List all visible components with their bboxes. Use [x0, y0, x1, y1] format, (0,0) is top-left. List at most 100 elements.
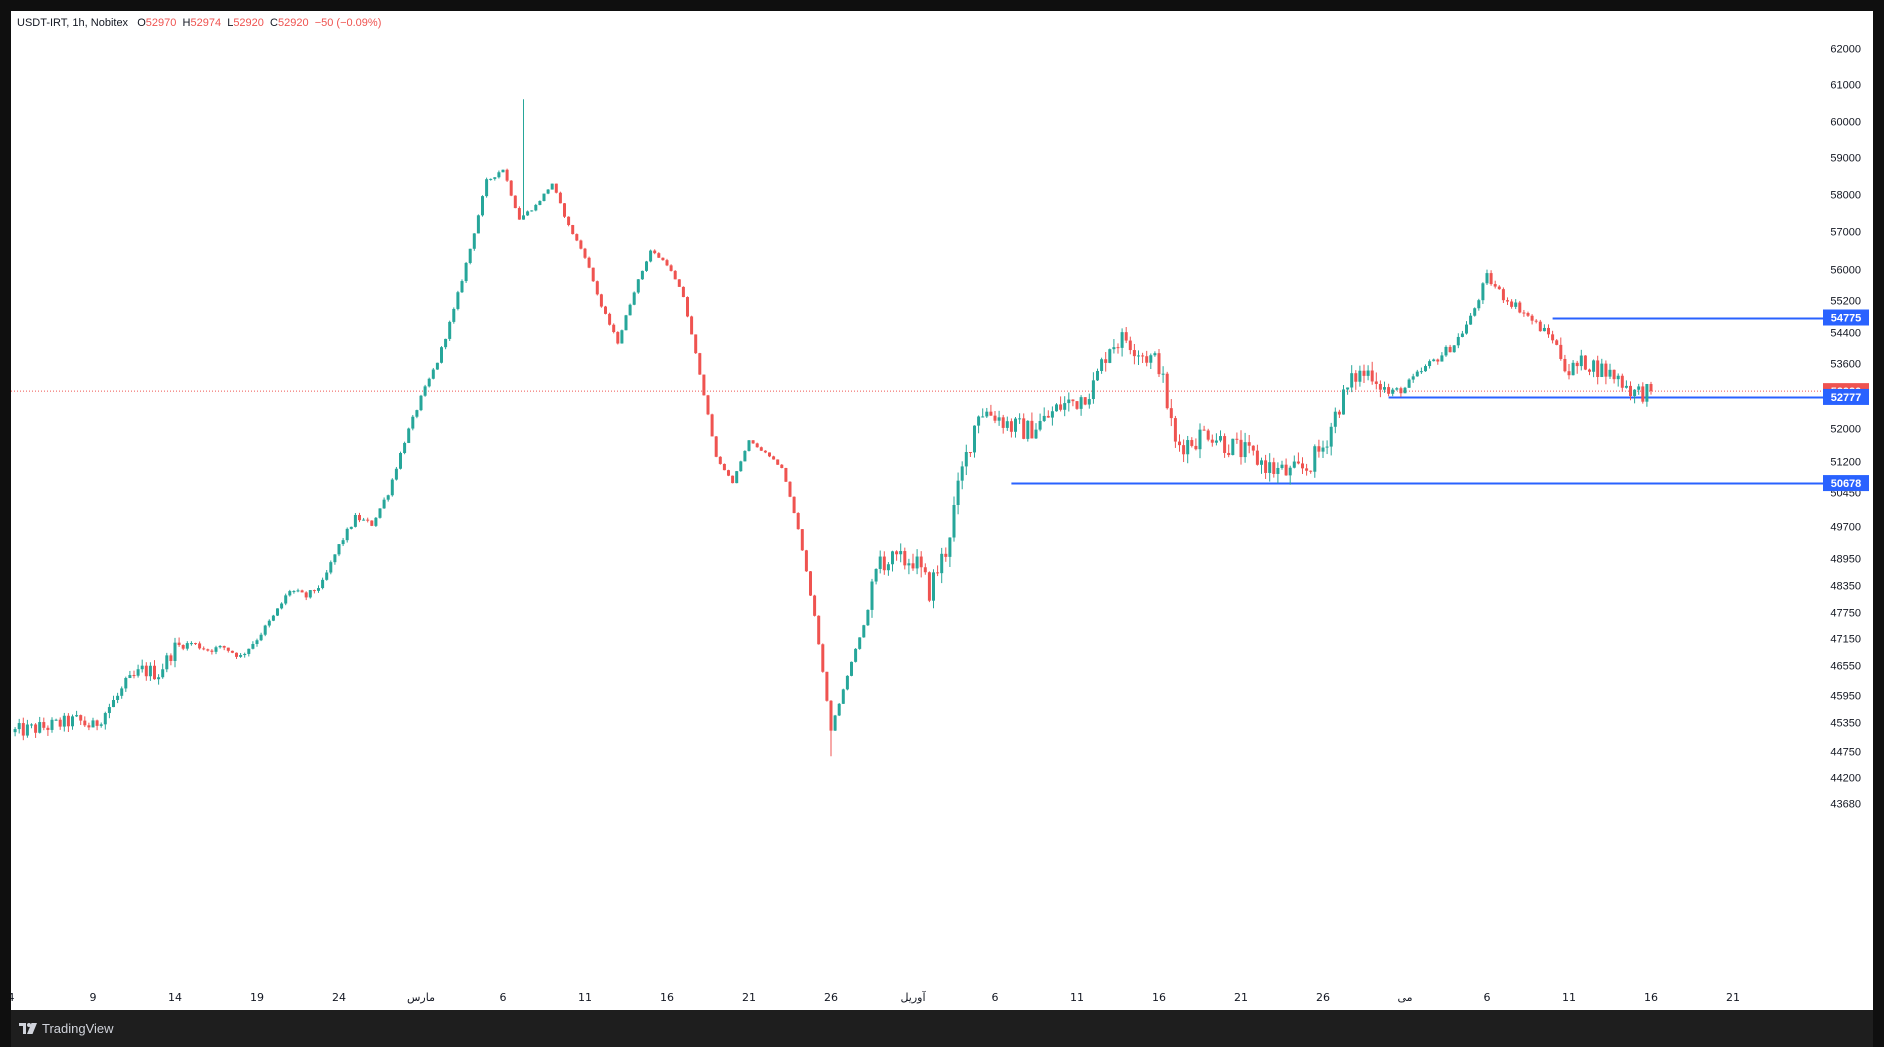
candle-body [636, 279, 640, 293]
candle-body [850, 661, 853, 676]
candle-body [1280, 464, 1284, 468]
candle-body [1510, 301, 1514, 307]
time-tick-label: آوریل [900, 990, 926, 1004]
price-tick-label: 45350 [1830, 718, 1861, 730]
candle-body [136, 669, 140, 676]
candle-body [1260, 460, 1263, 465]
candle-body [1616, 375, 1620, 380]
candle-body [804, 550, 808, 572]
open-label: O [137, 17, 146, 29]
candle-body [1132, 350, 1136, 357]
candle-body [1583, 355, 1587, 370]
candle-body [1575, 362, 1579, 367]
candle-body [1030, 420, 1034, 439]
candle-body [936, 572, 940, 574]
candle-body [739, 461, 743, 472]
candle-body [1555, 340, 1559, 345]
time-tick-label: 14 [168, 991, 182, 1004]
price-axis[interactable]: 62000 61000 60000 59000 58000 57000 56000 55200… [1830, 44, 1861, 811]
candle-body [444, 338, 448, 348]
candle-body [25, 724, 29, 736]
level-price-label-badge [1823, 309, 1869, 326]
candle-body [997, 417, 1001, 421]
candle-body [886, 564, 890, 571]
candle-body [1292, 461, 1296, 468]
candle-body [866, 609, 870, 626]
candle-body [1637, 386, 1641, 390]
horizontal-levels[interactable] [1011, 317, 1823, 485]
candle-body [645, 261, 648, 271]
candle-body [1063, 403, 1067, 410]
price-chart[interactable]: 62000 61000 60000 59000 58000 57000 56000 55200… [11, 11, 1873, 1010]
candle-body [1309, 470, 1313, 472]
candle-body [296, 590, 300, 592]
candle-body [153, 665, 156, 680]
candle-body [235, 652, 238, 657]
candle-body [169, 655, 173, 661]
candle-body [1514, 302, 1518, 307]
candle-body [407, 428, 411, 443]
candle-body [91, 720, 95, 728]
candle-body [1071, 399, 1075, 402]
candle-body [903, 551, 907, 566]
candle-body [710, 414, 714, 437]
time-tick-label: 24 [332, 991, 346, 1004]
time-tick-label: 11 [1562, 991, 1576, 1004]
candle-body [485, 179, 489, 197]
candle-body [390, 479, 394, 496]
candle-body [341, 540, 345, 545]
candle-body [1456, 336, 1460, 346]
candle-body [1329, 426, 1333, 447]
open-value: 52970 [145, 17, 177, 29]
chart-panel[interactable]: 62000 61000 60000 59000 58000 57000 56000 55200… [11, 11, 1873, 1010]
tradingview-logo[interactable]: TradingView [19, 1021, 114, 1036]
candle-body [1301, 463, 1304, 469]
candle-body [878, 556, 882, 569]
price-tick-label: 44750 [1830, 747, 1861, 759]
candle-body [1079, 397, 1083, 409]
candle-body [218, 645, 222, 648]
candle-body [103, 713, 107, 725]
candle-body [1448, 346, 1452, 353]
candle-body [1526, 313, 1530, 316]
candle-body [932, 572, 935, 601]
candle-body [317, 588, 320, 591]
candle-body [230, 650, 234, 653]
candle-body [206, 649, 210, 651]
candle-body [1268, 462, 1272, 473]
candle-body [722, 463, 726, 471]
candle-body [1460, 333, 1464, 337]
candle-body [604, 306, 607, 314]
candle-body [1465, 324, 1468, 334]
candle-body [1288, 467, 1292, 476]
candle-body [940, 553, 944, 574]
candle-body [345, 528, 349, 541]
candle-body [845, 675, 849, 690]
candle-body [874, 568, 878, 582]
candle-body [1153, 353, 1157, 356]
candle-body [157, 677, 161, 680]
time-axis[interactable]: 4 9 14 19 24 مارس 6 11 16 21 26 آوریل 6 11 16 21 26 می 6 11… [11, 990, 1740, 1004]
candle-body [608, 313, 612, 325]
candle-body [911, 563, 915, 569]
candle-body [817, 615, 821, 645]
candle-body [468, 248, 472, 263]
time-tick-label: 11 [578, 991, 592, 1004]
candle-body [517, 208, 521, 220]
tradingview-brand: TradingView [42, 1021, 114, 1036]
candle-body [243, 653, 247, 656]
candle-body [747, 440, 751, 451]
price-tick-label: 53600 [1830, 359, 1861, 371]
candle-body [1592, 360, 1596, 372]
candle-body [362, 519, 366, 521]
candle-body [403, 442, 407, 454]
price-tick-label: 43680 [1830, 799, 1861, 811]
candle-body [837, 703, 841, 716]
candle-body [1219, 436, 1222, 441]
candle-body [735, 471, 739, 484]
candle-body [571, 225, 575, 235]
candle-body [1018, 418, 1022, 420]
candle-body [1477, 300, 1481, 309]
time-tick-label: 11 [1070, 991, 1084, 1004]
candle-body [788, 481, 792, 497]
